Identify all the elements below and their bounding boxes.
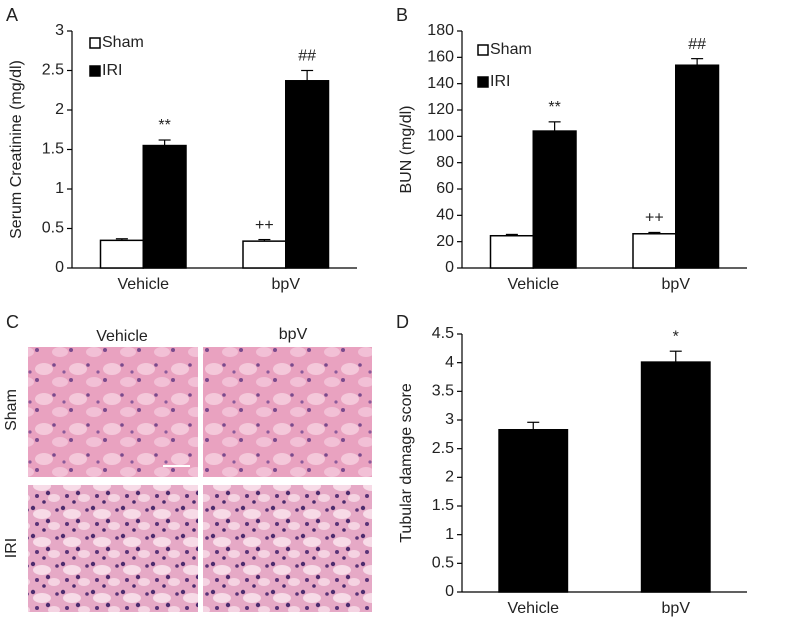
significance-label: * <box>673 328 679 345</box>
bar <box>498 428 569 593</box>
y-tick-label: 1 <box>55 180 64 197</box>
column-label: bpV <box>279 326 308 343</box>
y-axis-title: Serum Creatinine (mg/dl) <box>8 60 25 239</box>
y-tick-label: 0.5 <box>432 555 454 572</box>
y-axis-title: BUN (mg/dl) <box>398 105 415 193</box>
histology-image <box>28 485 198 612</box>
x-tick-label: Vehicle <box>507 600 559 617</box>
significance-label: ++ <box>645 210 664 227</box>
y-tick-label: 1.5 <box>432 497 454 514</box>
panel-label: D <box>396 312 409 332</box>
y-tick-label: 2 <box>445 469 454 486</box>
bar <box>675 64 720 269</box>
significance-label: ## <box>688 36 706 53</box>
x-tick-label: bpV <box>662 600 691 617</box>
panel-label: A <box>6 5 18 25</box>
significance-label: ## <box>298 48 316 65</box>
x-tick-label: Vehicle <box>507 276 559 293</box>
column-label: Vehicle <box>96 328 148 345</box>
y-tick-label: 0 <box>55 259 64 276</box>
y-tick-label: 20 <box>436 233 454 250</box>
significance-label: ++ <box>255 217 274 234</box>
y-tick-label: 120 <box>427 101 454 118</box>
y-tick-label: 4.5 <box>432 325 454 342</box>
histology-image <box>203 347 372 477</box>
y-tick-label: 3.5 <box>432 383 454 400</box>
bar <box>489 234 534 269</box>
bar <box>640 361 711 593</box>
y-tick-label: 40 <box>436 207 454 224</box>
legend-swatch <box>477 76 489 88</box>
y-tick-label: 4 <box>445 354 454 371</box>
legend-label: Sham <box>490 41 532 58</box>
y-tick-label: 2 <box>55 101 64 118</box>
y-tick-label: 2.5 <box>42 62 64 79</box>
bar <box>285 80 330 269</box>
row-label: Sham <box>3 389 20 431</box>
x-tick-label: bpV <box>272 276 301 293</box>
y-tick-label: 180 <box>427 22 454 39</box>
legend-label: IRI <box>102 62 122 79</box>
histology-image <box>203 485 372 612</box>
y-tick-label: 60 <box>436 180 454 197</box>
y-tick-label: 100 <box>427 128 454 145</box>
y-tick-label: 2.5 <box>432 440 454 457</box>
y-tick-label: 0.5 <box>42 220 64 237</box>
bar <box>632 233 677 269</box>
legend-label: Sham <box>102 34 144 51</box>
y-tick-label: 160 <box>427 49 454 66</box>
x-tick-label: Vehicle <box>117 276 169 293</box>
histology-image <box>28 347 198 477</box>
legend-swatch <box>89 65 101 77</box>
y-tick-label: 3 <box>55 22 64 39</box>
y-tick-label: 1.5 <box>42 141 64 158</box>
bar <box>242 240 287 269</box>
y-tick-label: 3 <box>445 411 454 428</box>
y-tick-label: 0 <box>445 259 454 276</box>
bar <box>532 130 577 269</box>
y-tick-label: 0 <box>445 583 454 600</box>
bar <box>142 144 187 269</box>
row-label: IRI <box>3 538 20 558</box>
legend-label: IRI <box>490 73 510 90</box>
panel-label: C <box>6 312 19 332</box>
y-tick-label: 1 <box>445 526 454 543</box>
legend-swatch <box>477 44 489 56</box>
significance-label: ** <box>548 99 560 116</box>
y-tick-label: 80 <box>436 154 454 171</box>
y-tick-label: 140 <box>427 75 454 92</box>
x-tick-label: bpV <box>662 276 691 293</box>
significance-label: ** <box>158 117 170 134</box>
panel-label: B <box>396 5 408 25</box>
y-axis-title: Tubular damage score <box>398 383 415 543</box>
legend-swatch <box>89 37 101 49</box>
bar <box>99 239 144 269</box>
